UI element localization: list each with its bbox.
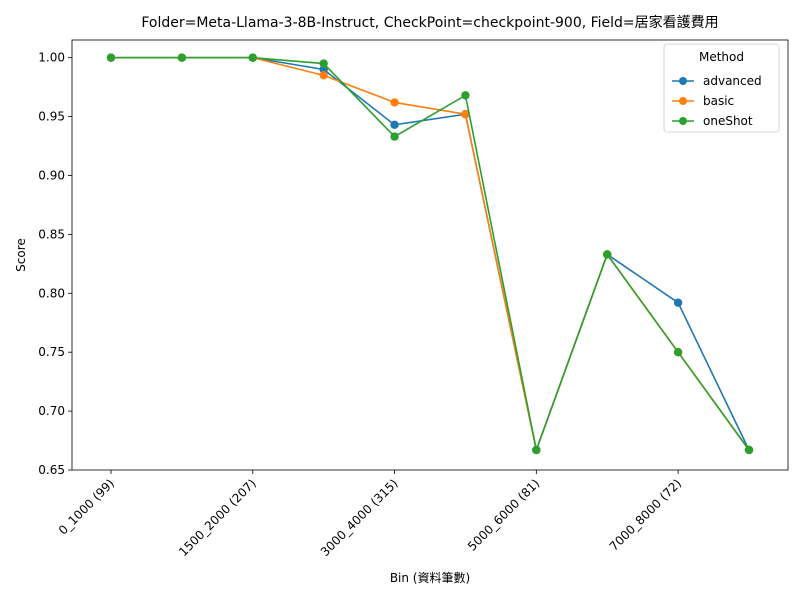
x-axis: 0_1000 (99) 1500_2000 (207) 3000_4000 (315… [56,470,684,559]
legend: Method advanced basic oneShot [663,43,780,133]
y-tick-label: 1.00 [38,51,65,65]
y-axis: 0.65 0.70 0.75 0.80 0.85 0.90 0.95 1.00 [38,51,72,477]
series-line-oneShot [110,56,750,453]
y-tick-label: 0.75 [38,345,65,359]
plot-frame [71,39,789,471]
data-point-advanced [390,120,399,130]
data-point-oneShot [603,250,612,259]
data-point-oneShot [461,91,470,100]
y-tick-label: 0.90 [38,168,65,182]
chart-title: Folder=Meta-Llama-3-8B-Instruct, CheckPo… [141,14,718,31]
data-point-oneShot [532,445,541,455]
series-basic [106,53,754,455]
legend-box [663,43,780,133]
x-tick-label: 3000_4000 (315) [318,476,401,559]
data-point-oneShot [319,59,328,68]
y-axis-label: Score [14,238,28,272]
series-oneShot [106,53,754,455]
legend-title: Method [699,50,744,64]
y-tick-label: 0.65 [38,463,65,477]
data-point-oneShot [177,53,187,62]
series-advanced [106,53,754,455]
y-tick-label: 0.85 [38,227,65,241]
x-tick-label: 0_1000 (99) [56,476,117,537]
legend-label-basic: basic [703,94,734,108]
data-point-advanced [673,298,683,307]
y-tick-label: 0.95 [38,110,65,124]
y-tick-label: 0.80 [38,286,65,300]
data-point-oneShot [744,445,754,455]
x-tick-label: 7000_8000 (72) [607,476,684,553]
data-point-oneShot [390,132,399,141]
legend-marker-oneShot [679,117,687,125]
legend-marker-advanced [679,77,687,85]
data-point-oneShot [248,53,257,62]
data-point-oneShot [106,53,116,62]
data-point-basic [319,71,328,80]
legend-marker-basic [679,97,687,105]
data-point-basic [390,98,399,107]
legend-label-advanced: advanced [703,74,762,88]
x-axis-label: Bin (資料筆數) [390,571,470,585]
data-point-basic [461,110,470,119]
legend-label-oneShot: oneShot [703,114,753,128]
y-tick-label: 0.70 [38,404,65,418]
x-tick-label: 5000_6000 (81) [465,476,542,553]
data-point-oneShot [673,347,683,357]
series-layer [106,53,754,455]
x-tick-label: 1500_2000 (207) [176,476,259,559]
data-point-advanced [319,65,328,74]
